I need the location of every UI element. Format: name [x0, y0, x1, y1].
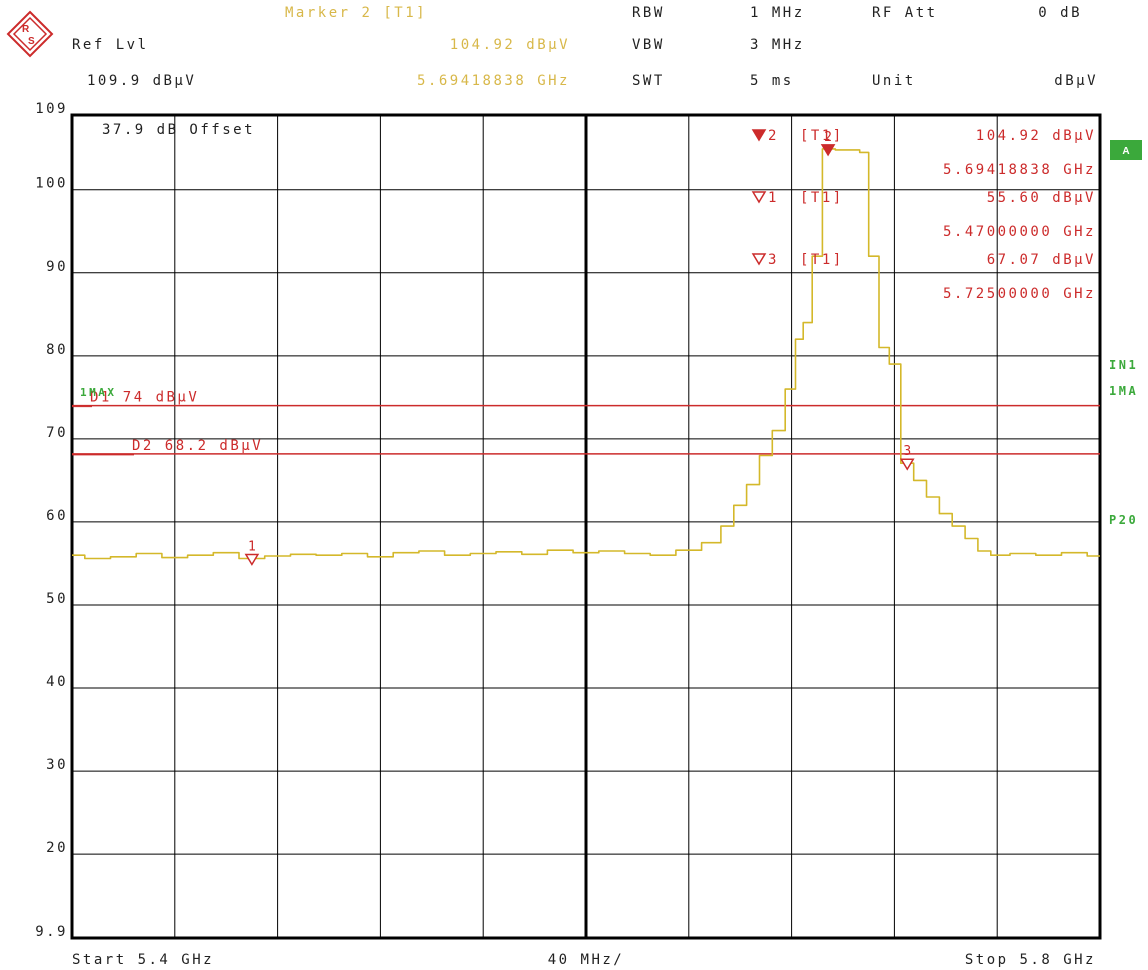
y-tick-label: 9.9 — [35, 924, 68, 940]
y-tick-label: 100 — [35, 176, 68, 192]
table-marker-type: [T1] — [800, 252, 844, 268]
table-marker-frequency: 5.72500000 GHz — [943, 286, 1096, 302]
unit-value: dBµV — [1054, 73, 1098, 89]
y-tick-label: 40 — [46, 674, 68, 690]
table-marker-type: [T1] — [800, 190, 844, 206]
y-tick-label: 60 — [46, 508, 68, 524]
marker-title: Marker 2 [T1] — [285, 5, 427, 21]
stop-frequency: Stop 5.8 GHz — [965, 952, 1096, 968]
marker-2-symbol — [820, 144, 836, 157]
table-marker-level: 104.92 dBµV — [976, 128, 1096, 144]
ref-lvl-value: 109.9 dBµV — [87, 73, 196, 89]
display-lines: D1 74 dBµV D2 68.2 dBµV — [72, 390, 1100, 456]
marker-3-symbol — [899, 458, 915, 471]
table-marker-level: 67.07 dBµV — [987, 252, 1096, 268]
y-tick-label: 30 — [46, 757, 68, 773]
y-tick-label: 90 — [46, 259, 68, 275]
vbw-value: 3 MHz — [750, 37, 805, 53]
unit-label: Unit — [872, 73, 916, 89]
trace-a-badge — [1110, 140, 1142, 160]
table-marker-level: 55.60 dBµV — [987, 190, 1096, 206]
table-marker-type: [T1] — [800, 128, 844, 144]
table-marker-symbol — [751, 129, 767, 142]
start-frequency: Start 5.4 GHz — [72, 952, 214, 968]
display-line-label: D2 68.2 dBµV — [132, 438, 263, 454]
y-axis-ticks: 109 100 90 80 70 60 50 40 30 20 9.9 — [35, 101, 68, 940]
y-tick-label: 70 — [46, 425, 68, 441]
trace-detector-label: 1MAX — [80, 386, 117, 399]
input-label: IN1 — [1109, 358, 1138, 372]
trace-mode-label: 1MA — [1109, 384, 1138, 398]
y-tick-label: 50 — [46, 591, 68, 607]
display-line-label: D1 74 dBµV — [90, 390, 199, 406]
table-marker-symbol — [751, 191, 767, 204]
marker-level: 104.92 dBµV — [450, 37, 570, 53]
preamp-label: P20 — [1109, 513, 1138, 527]
marker-frequency: 5.69418838 GHz — [417, 73, 570, 89]
rohde-schwarz-logo: R S — [6, 10, 54, 58]
table-marker-symbol — [751, 253, 767, 266]
rf-att-label: RF Att — [872, 5, 938, 21]
table-marker-id: 1 — [768, 190, 779, 206]
svg-text:R: R — [22, 24, 30, 35]
marker-3-label: 3 — [903, 444, 911, 459]
marker-1-label: 1 — [248, 539, 256, 554]
ref-lvl-label: Ref Lvl — [72, 37, 149, 53]
rf-att-value: 0 dB — [1038, 5, 1082, 21]
marker-group: 1 2 3 — [244, 130, 915, 566]
trace-group — [72, 148, 1100, 560]
trace-1-line — [72, 148, 1100, 560]
y-tick-label: 20 — [46, 840, 68, 856]
rbw-label: RBW — [632, 5, 665, 21]
span-per-div: 40 MHz/ — [548, 952, 625, 968]
trace-a-badge-label: A — [1122, 146, 1129, 157]
swt-label: SWT — [632, 73, 665, 89]
svg-text:S: S — [28, 36, 35, 47]
table-marker-id: 3 — [768, 252, 779, 268]
rbw-value: 1 MHz — [750, 5, 805, 21]
table-marker-id: 2 — [768, 128, 779, 144]
marker-2-label: 2 — [824, 130, 832, 145]
y-tick-label: 80 — [46, 342, 68, 358]
y-tick-label: 109 — [35, 101, 68, 117]
offset-label: 37.9 dB Offset — [102, 122, 255, 138]
table-marker-frequency: 5.47000000 GHz — [943, 224, 1096, 240]
swt-value: 5 ms — [750, 73, 794, 89]
plot-grid — [70, 113, 1102, 940]
vbw-label: VBW — [632, 37, 665, 53]
table-marker-frequency: 5.69418838 GHz — [943, 162, 1096, 178]
marker-1-symbol — [244, 553, 260, 566]
